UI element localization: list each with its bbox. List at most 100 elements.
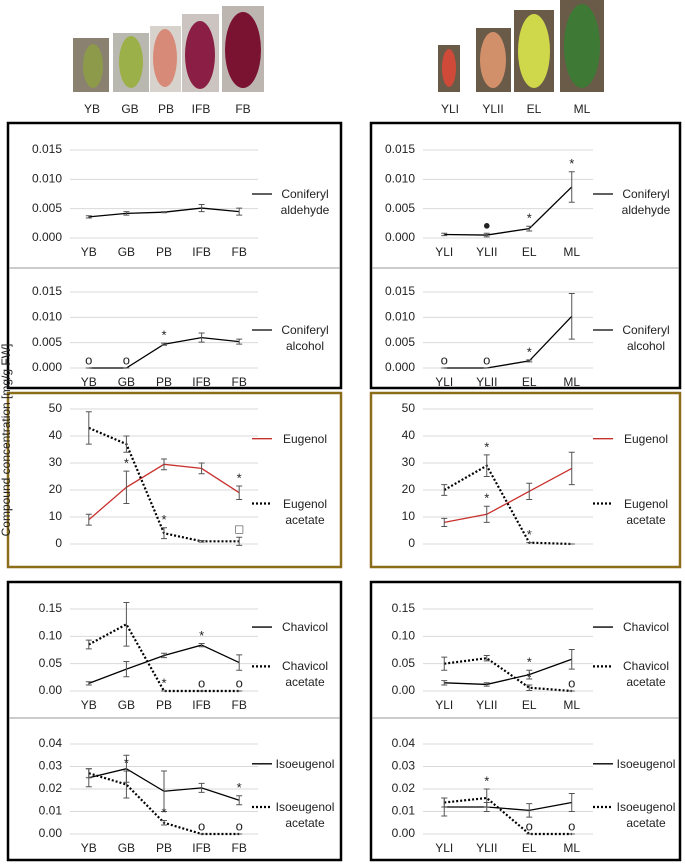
leaf — [442, 49, 456, 87]
y-tick-label: 0.005 — [385, 335, 415, 349]
legend-label: Eugenol acetate — [623, 496, 669, 527]
bud — [119, 36, 143, 88]
error-bar — [161, 458, 167, 471]
error-bar — [85, 768, 92, 779]
error-bar — [123, 470, 130, 504]
y-tick-label: 0.02 — [392, 781, 416, 795]
error-bar — [483, 232, 490, 238]
x-tick-label: YB — [81, 841, 97, 855]
y-tick-label: 0.10 — [392, 629, 416, 643]
error-bar — [441, 680, 448, 686]
annotation: * — [161, 805, 166, 820]
x-tick-label: IFB — [192, 841, 211, 855]
annotation: o — [123, 352, 130, 367]
x-tick-label: GB — [118, 375, 135, 389]
annotation: * — [237, 470, 242, 485]
series-line — [444, 657, 572, 693]
y-tick-label: 0.03 — [39, 759, 63, 773]
legend-label: Coniferyl alcohol — [281, 323, 329, 353]
annotation: o — [568, 818, 575, 833]
error-bar — [123, 660, 130, 678]
y-tick-label: 0.015 — [385, 142, 415, 156]
error-bar — [198, 332, 205, 343]
bud — [153, 29, 177, 87]
x-tick-label: PB — [156, 698, 172, 712]
error-bar — [123, 601, 130, 647]
annotation: * — [569, 156, 574, 171]
panel-frame — [369, 121, 682, 390]
y-tick-label: 0.01 — [392, 804, 416, 818]
y-tick-label: 50 — [49, 401, 63, 415]
error-bar — [441, 656, 448, 671]
y-tick-label: 40 — [49, 428, 63, 442]
y-axis-label: Compound concentration [mg/g FW] — [0, 344, 13, 537]
error-bar — [161, 820, 167, 826]
y-tick-label: 0.03 — [392, 759, 416, 773]
x-tick-label: YB — [81, 375, 97, 389]
legend-label: Coniferyl alcohol — [622, 323, 670, 353]
error-bar — [526, 803, 533, 818]
y-tick-label: 0.05 — [392, 656, 416, 670]
y-tick-label: 0 — [55, 536, 62, 550]
photo-label: YLII — [482, 102, 503, 116]
y-tick-label: 0.10 — [39, 629, 63, 643]
y-tick-label: 10 — [402, 509, 416, 523]
legend-label: Isoeugenol — [616, 756, 676, 771]
y-tick-label: 0.04 — [392, 736, 416, 750]
error-bar — [85, 639, 92, 650]
error-bar — [568, 171, 575, 203]
x-tick-label: FB — [232, 245, 247, 259]
y-tick-label: 0.010 — [32, 172, 62, 186]
annotation: o — [568, 675, 575, 690]
error-bar — [568, 793, 575, 812]
x-tick-label: ML — [563, 698, 580, 712]
legend-label: Isoeugenol acetate — [616, 800, 676, 830]
error-bar — [236, 795, 243, 806]
x-tick-label: YLII — [476, 841, 497, 855]
y-tick-label: 0.010 — [32, 310, 62, 324]
error-bar — [483, 454, 490, 477]
panel-frame — [6, 391, 343, 569]
error-bar — [198, 642, 205, 648]
x-tick-label: IFB — [192, 375, 211, 389]
bud — [83, 44, 103, 88]
series-line — [443, 464, 572, 546]
annotation: □ — [235, 522, 243, 537]
error-bar — [526, 684, 533, 691]
x-tick-label: ML — [563, 375, 580, 389]
y-tick-label: 0.015 — [385, 284, 415, 298]
annotation: o — [526, 818, 533, 833]
y-tick-label: 0.000 — [385, 230, 415, 244]
annotation: o — [236, 675, 243, 690]
error-bar — [123, 770, 130, 799]
series-line — [444, 467, 573, 524]
error-bar — [198, 462, 205, 475]
x-tick-label: YLI — [435, 245, 453, 259]
error-bar — [483, 505, 490, 523]
y-tick-label: 0.00 — [39, 826, 63, 840]
y-tick-label: 0.005 — [32, 335, 62, 349]
x-tick-label: YLII — [476, 375, 497, 389]
photo-label: YB — [84, 102, 100, 116]
y-tick-label: 0.04 — [39, 736, 63, 750]
y-tick-label: 0.00 — [39, 683, 63, 697]
error-bar — [161, 211, 167, 214]
x-tick-label: EL — [522, 841, 537, 855]
error-bar — [161, 527, 167, 540]
series-line — [444, 186, 573, 236]
error-bar — [568, 648, 575, 670]
annotation: * — [484, 439, 489, 454]
error-bar — [161, 770, 167, 812]
error-bar — [526, 669, 533, 680]
photo-label: FB — [235, 102, 250, 116]
x-tick-label: IFB — [192, 245, 211, 259]
annotation: * — [199, 628, 204, 643]
error-bar — [568, 451, 575, 486]
annotation: * — [527, 655, 532, 670]
y-tick-label: 0.00 — [392, 683, 416, 697]
y-tick-label: 0.015 — [32, 284, 62, 298]
y-tick-label: 0.01 — [39, 804, 63, 818]
series-line — [444, 315, 573, 369]
annotation: * — [161, 328, 166, 343]
x-tick-label: YLI — [435, 698, 453, 712]
